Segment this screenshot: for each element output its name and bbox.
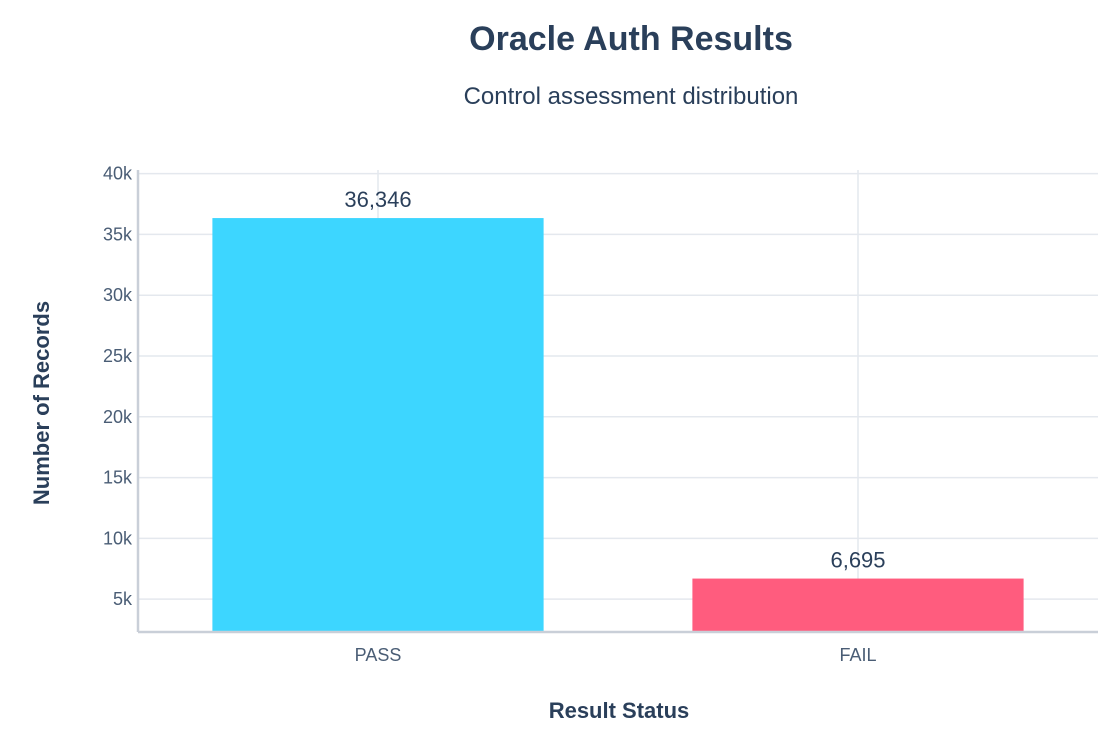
y-tick-label: 10k [103, 528, 133, 548]
x-axis-title: Result Status [549, 698, 690, 723]
y-tick-label: 35k [103, 224, 133, 244]
x-tick-label: PASS [355, 645, 402, 665]
y-tick-label: 30k [103, 285, 133, 305]
y-axis-title: Number of Records [29, 301, 54, 505]
data-labels: 36,346 6,695 [344, 187, 885, 572]
bar-pass[interactable] [212, 218, 544, 632]
chart-subtitle: Control assessment distribution [464, 83, 799, 110]
y-tick-label: 20k [103, 407, 133, 427]
x-tick-label: FAIL [839, 645, 876, 665]
bar-fail[interactable] [692, 578, 1024, 632]
y-tick-label: 25k [103, 346, 133, 366]
bars [212, 218, 1024, 632]
data-label: 6,695 [830, 548, 885, 573]
data-label: 36,346 [344, 187, 411, 212]
y-tick-label: 40k [103, 164, 133, 184]
axes: 5k 10k 15k 20k 25k 30k 35k 40k PASS FAIL [103, 164, 1098, 665]
y-tick-label: 15k [103, 468, 133, 488]
y-tick-label: 5k [113, 589, 133, 609]
chart-title: Oracle Auth Results [469, 20, 793, 58]
